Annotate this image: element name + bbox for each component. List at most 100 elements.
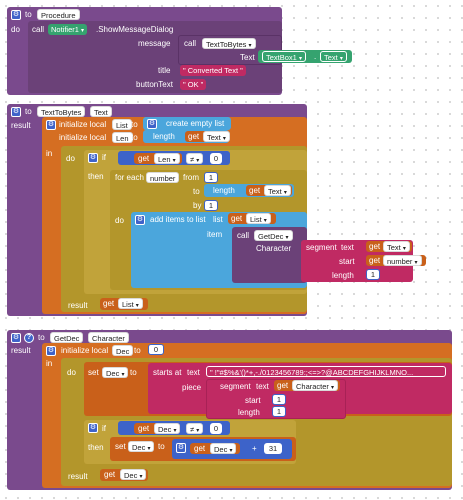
length-label: length — [238, 408, 260, 417]
segment-text-label: text — [341, 243, 354, 252]
get-len-dropdown[interactable]: Len ▾ — [154, 153, 180, 164]
procedure-call-dropdown[interactable]: TextToBytes ▾ — [202, 38, 256, 49]
gear-icon[interactable]: ⚙ — [147, 119, 157, 129]
procedure-name-field[interactable]: GetDec — [50, 332, 84, 343]
get-number-dropdown[interactable]: number ▾ — [383, 255, 422, 266]
character-arg-label: Character — [256, 244, 292, 253]
var-list-field[interactable]: List — [112, 119, 132, 130]
question-icon[interactable]: ? — [24, 333, 34, 343]
in-keyword: in — [46, 149, 53, 158]
loop-var-field[interactable]: number — [146, 172, 180, 183]
neq-operator-dropdown[interactable]: ≠ ▾ — [186, 423, 204, 434]
dropdown-arrow-icon: ▾ — [331, 385, 335, 391]
number-start[interactable]: 1 — [272, 394, 286, 405]
ascii-string[interactable]: " !"#$%&'()*+,-./0123456789:;<=>?@ABCDEF… — [206, 366, 446, 377]
number-zero[interactable]: 0 — [148, 344, 164, 355]
component-dropdown[interactable]: Notifier1 ▾ — [48, 24, 88, 35]
set-var-dropdown[interactable]: Dec ▾ — [128, 441, 155, 452]
dropdown-arrow-icon: ▾ — [229, 448, 233, 454]
gear-icon[interactable]: ⚙ — [88, 423, 98, 433]
number-length[interactable]: 1 — [366, 269, 380, 280]
to-keyword: to — [193, 187, 200, 196]
get-dec-dropdown[interactable]: Dec ▾ — [210, 443, 237, 454]
dropdown-arrow-icon: ▾ — [263, 218, 267, 224]
start-label: start — [245, 396, 261, 405]
gear-icon[interactable]: ⚙ — [88, 153, 98, 163]
gear-icon[interactable]: ⚙ — [46, 120, 56, 130]
gear-icon[interactable]: ⚙ — [11, 107, 21, 117]
get-text-dropdown[interactable]: Text ▾ — [203, 131, 230, 142]
gear-icon[interactable]: ⚙ — [135, 215, 145, 225]
get-dec-dropdown[interactable]: Dec ▾ — [120, 469, 147, 480]
number-zero[interactable]: 0 — [210, 153, 222, 164]
dropdown-arrow-icon: ▾ — [283, 190, 287, 196]
gear-icon[interactable]: ⚙ — [46, 346, 56, 356]
start-label: start — [339, 257, 355, 266]
then-keyword: then — [88, 443, 104, 452]
number-from[interactable]: 1 — [204, 172, 218, 183]
dropdown-arrow-icon: ▾ — [414, 260, 418, 266]
create-empty-list-block[interactable] — [143, 117, 231, 130]
get-text-dropdown[interactable]: Text ▾ — [383, 241, 410, 252]
parameter-field[interactable]: Character — [88, 332, 129, 343]
method-label: .ShowMessageDialog — [96, 25, 174, 34]
title-string[interactable]: " Converted Text " — [180, 65, 246, 76]
procedure-name-field[interactable]: TextToBytes — [37, 106, 86, 117]
get-label: get — [138, 424, 150, 433]
get-label: get — [231, 214, 243, 223]
result-keyword: result — [68, 301, 88, 310]
get-list-dropdown[interactable]: List ▾ — [118, 298, 143, 309]
get-list-dropdown[interactable]: List ▾ — [246, 213, 271, 224]
in-keyword: in — [46, 359, 53, 368]
get-label: get — [194, 444, 206, 453]
get-dec-dropdown[interactable]: Dec ▾ — [154, 423, 181, 434]
get-text-dropdown[interactable]: Text ▾ — [264, 185, 291, 196]
to-keyword: to — [25, 10, 32, 19]
dropdown-arrow-icon: ▾ — [196, 428, 200, 434]
procedure-call-dropdown[interactable]: GetDec ▾ — [254, 230, 293, 241]
to-keyword: to — [131, 120, 138, 129]
number-31[interactable]: 31 — [264, 443, 282, 454]
var-dec-field[interactable]: Dec — [112, 345, 134, 356]
for-each-label: for each — [115, 173, 144, 182]
dropdown-arrow-icon: ▾ — [135, 303, 139, 309]
segment-label: segment — [306, 243, 337, 252]
var-len-field[interactable]: Len — [112, 132, 133, 143]
set-var-dropdown[interactable]: Dec ▾ — [102, 367, 129, 378]
dropdown-arrow-icon: ▾ — [339, 56, 343, 62]
gear-icon[interactable]: ⚙ — [11, 333, 21, 343]
get-character-dropdown[interactable]: Character ▾ — [292, 380, 339, 391]
plus-operator: + — [252, 444, 257, 453]
set-label: set — [115, 442, 126, 451]
result-keyword: result — [11, 121, 31, 130]
number-zero[interactable]: 0 — [210, 423, 222, 434]
dropdown-arrow-icon: ▾ — [402, 246, 406, 252]
procedure-name-field[interactable]: Procedure — [37, 9, 80, 20]
get-label: get — [188, 132, 200, 141]
list-label: list — [213, 215, 223, 224]
add-items-label: add items to list — [150, 215, 206, 224]
gear-icon[interactable]: ⚙ — [11, 10, 21, 20]
do-keyword: do — [115, 216, 124, 225]
get-label: get — [103, 299, 115, 308]
buttontext-label: buttonText — [136, 80, 173, 89]
length-label: length — [153, 132, 175, 141]
item-label: item — [207, 230, 223, 239]
get-label: get — [277, 381, 289, 390]
gear-icon[interactable]: ⚙ — [176, 443, 186, 453]
starts-at-label: starts at — [153, 368, 182, 377]
to-keyword: to — [25, 107, 32, 116]
if-keyword: if — [102, 153, 106, 162]
dropdown-arrow-icon: ▾ — [248, 43, 252, 49]
title-label: title — [158, 66, 171, 75]
neq-operator-dropdown[interactable]: ≠ ▾ — [186, 153, 204, 164]
number-by[interactable]: 1 — [204, 200, 218, 211]
buttontext-string[interactable]: " OK " — [180, 79, 207, 90]
number-length[interactable]: 1 — [272, 406, 286, 417]
text-arg-label: Text — [240, 53, 255, 62]
segment-label: segment — [220, 382, 251, 391]
property-dropdown[interactable]: Text ▾ — [320, 51, 347, 62]
dropdown-arrow-icon: ▾ — [298, 56, 302, 62]
parameter-field[interactable]: Text — [90, 106, 112, 117]
textbox-dropdown[interactable]: TextBox1 ▾ — [262, 51, 306, 62]
